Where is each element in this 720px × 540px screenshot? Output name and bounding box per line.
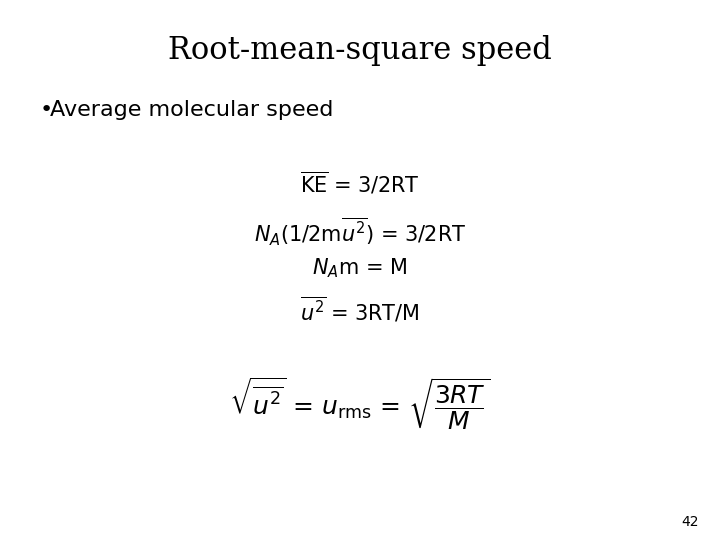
Text: 42: 42 [681, 515, 698, 529]
Text: Average molecular speed: Average molecular speed [50, 100, 334, 120]
Text: $\sqrt{\overline{u^2}}$ = $u_{\mathrm{rms}}$ = $\sqrt{\dfrac{3RT}{M}}$: $\sqrt{\overline{u^2}}$ = $u_{\mathrm{rm… [230, 375, 490, 432]
Text: Root-mean-square speed: Root-mean-square speed [168, 35, 552, 66]
Text: •: • [40, 100, 53, 120]
Text: $\overline{\mathrm{KE}}$ = 3/2RT: $\overline{\mathrm{KE}}$ = 3/2RT [300, 170, 420, 196]
Text: $N_A$m = M: $N_A$m = M [312, 256, 408, 280]
Text: $\overline{u^2}$ = 3RT/M: $\overline{u^2}$ = 3RT/M [300, 294, 420, 324]
Text: $N_A$(1/2m$\overline{u^2}$) = 3/2RT: $N_A$(1/2m$\overline{u^2}$) = 3/2RT [254, 216, 466, 248]
